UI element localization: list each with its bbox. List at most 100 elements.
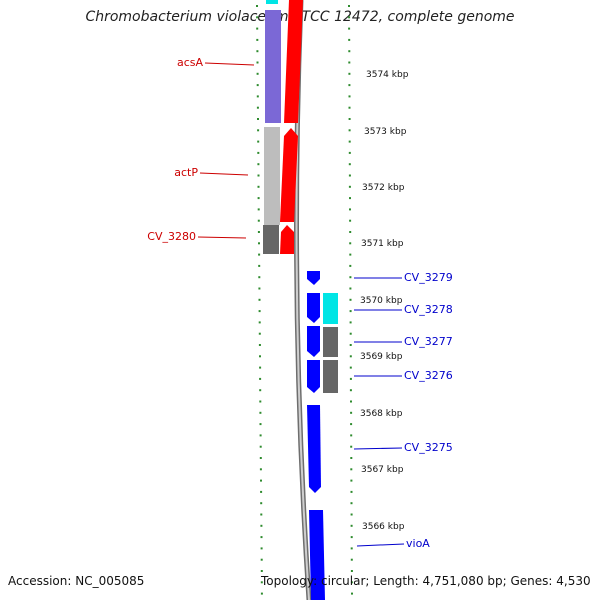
CV_3279-label: CV_3279	[404, 271, 453, 284]
tick-left	[259, 366, 262, 369]
CV_3275-label-line	[353, 447, 403, 450]
tick-right	[350, 547, 353, 550]
scale-label: 3574 kbp	[366, 70, 409, 80]
tick-left	[259, 355, 261, 358]
tick-right	[348, 84, 351, 87]
tick-left	[259, 445, 262, 448]
tick-left	[256, 106, 259, 109]
gene-red-3	[280, 225, 294, 254]
CV_3278-label: CV_3278	[404, 303, 453, 316]
tick-right	[349, 355, 352, 358]
tick-right	[350, 536, 353, 539]
tick-right	[350, 479, 353, 482]
tick-left	[259, 468, 262, 471]
tick-right	[348, 38, 351, 41]
tick-right	[348, 163, 351, 166]
tick-left	[260, 547, 263, 550]
tick-left	[258, 287, 261, 290]
tick-right	[348, 174, 351, 177]
gene-vioA	[309, 510, 325, 600]
tick-left	[258, 332, 261, 335]
tick-right	[350, 490, 353, 493]
tick-left	[257, 197, 260, 200]
actP-label-line	[199, 172, 249, 176]
tick-left	[256, 61, 259, 64]
tick-right	[349, 253, 352, 256]
scale-label: 3572 kbp	[362, 183, 405, 193]
tick-right	[349, 298, 352, 301]
green-tick-track	[256, 5, 353, 595]
tick-right	[348, 72, 351, 75]
accession-text: Accession: NC_005085	[8, 574, 145, 588]
tick-left	[259, 377, 262, 380]
tick-right	[350, 513, 353, 516]
gene-CV_3277-dark-grey	[323, 327, 338, 357]
tick-left	[256, 72, 259, 75]
forward-labels: acsA actP CV_3280	[147, 56, 255, 243]
tick-right	[350, 445, 353, 448]
tick-right	[348, 5, 350, 7]
gene-red-2	[280, 128, 298, 222]
tick-right	[349, 264, 352, 267]
tick-left	[259, 457, 262, 459]
tick-left	[258, 298, 261, 301]
reverse-labels: CV_3279 CV_3278 CV_3277 CV_3276 CV_3275 …	[353, 271, 453, 550]
tick-right	[349, 310, 352, 313]
acsA-label: acsA	[177, 56, 204, 69]
tick-right	[350, 411, 353, 414]
tick-left	[258, 264, 261, 267]
gene-acsA-purple	[265, 10, 281, 123]
gene-CV_3278-cyan	[323, 293, 338, 324]
tick-right	[350, 581, 353, 584]
tick-left	[259, 434, 262, 437]
scale-labels: 3574 kbp 3573 kbp 3572 kbp 3571 kbp 3570 kbp…	[360, 70, 409, 532]
tick-left	[258, 321, 261, 324]
tick-left	[257, 140, 260, 143]
scale-label: 3571 kbp	[361, 239, 404, 249]
tick-right	[348, 106, 351, 109]
tick-left	[257, 219, 260, 222]
tick-left	[260, 490, 263, 493]
tick-right	[350, 434, 353, 437]
CV_3280-label-line	[197, 236, 247, 239]
tick-right	[349, 389, 352, 392]
CV_3275-label: CV_3275	[404, 441, 453, 454]
tick-right	[349, 344, 352, 346]
tick-right	[348, 27, 351, 30]
tick-left	[260, 581, 263, 584]
gene-CV_3275	[307, 405, 321, 493]
tick-right	[349, 377, 352, 380]
tick-right	[348, 151, 351, 154]
tick-right	[351, 592, 353, 595]
topology-text: Topology: circular; Length: 4,751,080 bp…	[261, 574, 591, 588]
tick-right	[348, 185, 351, 188]
gene-CV_3279	[307, 271, 320, 285]
tick-right	[349, 332, 352, 335]
tick-left	[256, 50, 259, 53]
scale-label: 3569 kbp	[360, 352, 403, 362]
tick-right	[349, 276, 352, 279]
tick-left	[257, 151, 260, 154]
tick-right	[348, 61, 351, 64]
tick-left	[260, 502, 263, 505]
tick-left	[260, 524, 263, 527]
gene-CV_3280-dark-grey	[263, 225, 279, 254]
tick-left	[256, 38, 259, 41]
tick-right	[349, 208, 351, 211]
tick-left	[257, 208, 260, 211]
gene-red-1	[284, 0, 303, 123]
gene-CV_3277	[307, 326, 320, 357]
tick-left	[257, 231, 260, 233]
tick-right	[350, 524, 353, 527]
tick-right	[348, 118, 351, 120]
tick-left	[256, 84, 259, 87]
tick-left	[259, 411, 262, 414]
scale-label: 3570 kbp	[360, 296, 403, 306]
vioA-label-line	[356, 543, 405, 547]
tick-left	[258, 276, 261, 279]
tick-right	[349, 321, 352, 324]
tick-left	[258, 253, 261, 256]
tick-left	[257, 185, 260, 188]
tick-right	[348, 140, 351, 143]
